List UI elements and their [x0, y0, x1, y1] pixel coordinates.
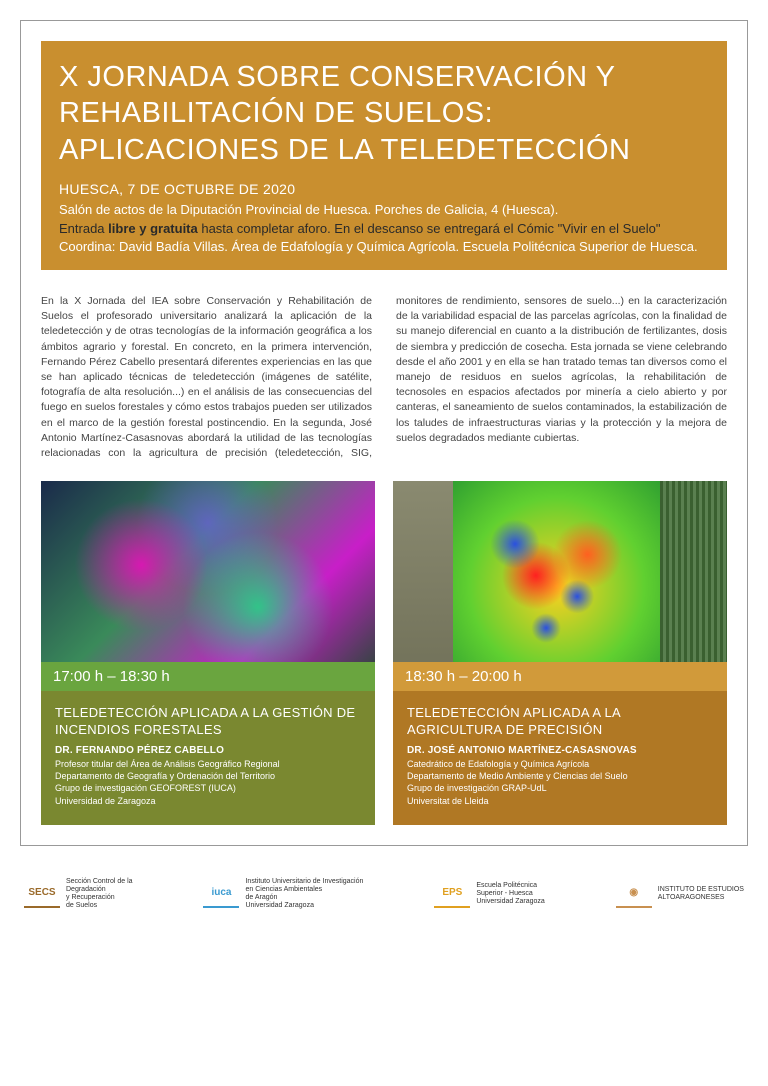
session-2-speaker: DR. JOSÉ ANTONIO MARTÍNEZ-CASASNOVAS [407, 745, 713, 756]
entry-pre: Entrada [59, 221, 108, 236]
poster-page: X JORNADA SOBRE CONSERVACIÓN Y REHABILIT… [20, 20, 748, 846]
session-2-details: Catedrático de Edafología y Química Agrí… [407, 758, 713, 807]
subtitle-block: HUESCA, 7 DE OCTUBRE DE 2020 Salón de ac… [59, 180, 709, 256]
logo-eps-text: Escuela PolitécnicaSuperior - HuescaUniv… [476, 882, 544, 906]
logo-iuca-text: Instituto Universitario de Investigación… [245, 878, 363, 910]
logos-row: SECS Sección Control de laDegradacióny R… [0, 866, 768, 926]
header-block: X JORNADA SOBRE CONSERVACIÓN Y REHABILIT… [41, 41, 727, 270]
logo-secs-mark: SECS [24, 880, 60, 908]
session-2-timebar: 18:30 h – 20:00 h [393, 662, 727, 691]
logo-iea-text: INSTITUTO DE ESTUDIOSALTOARAGONESES [658, 886, 744, 902]
logo-iea-mark: ◉ [616, 880, 652, 908]
session-1-details: Profesor titular del Área de Análisis Ge… [55, 758, 361, 807]
coord-line: Coordina: David Badía Villas. Área de Ed… [59, 239, 698, 254]
session-1-image: 17:00 h – 18:30 h [41, 481, 375, 691]
session-2-info: TELEDETECCIÓN APLICADA A LA AGRICULTURA … [393, 691, 727, 824]
logo-eps-mark: EPS [434, 880, 470, 908]
session-1-speaker: DR. FERNANDO PÉREZ CABELLO [55, 745, 361, 756]
body-text: En la X Jornada del IEA sobre Conservaci… [41, 294, 727, 461]
session-1-timebar: 17:00 h – 18:30 h [41, 662, 375, 691]
session-2-title: TELEDETECCIÓN APLICADA A LA AGRICULTURA … [407, 705, 713, 739]
logo-iea: ◉ INSTITUTO DE ESTUDIOSALTOARAGONESES [616, 880, 744, 908]
logo-iuca: iuca Instituto Universitario de Investig… [203, 878, 363, 910]
logo-secs: SECS Sección Control de laDegradacióny R… [24, 878, 133, 910]
logo-eps: EPS Escuela PolitécnicaSuperior - Huesca… [434, 880, 544, 908]
entry-post: hasta completar aforo. En el descanso se… [198, 221, 661, 236]
session-1-title: TELEDETECCIÓN APLICADA A LA GESTIÓN DE I… [55, 705, 361, 739]
logo-iuca-mark: iuca [203, 880, 239, 908]
sessions-row: 17:00 h – 18:30 h TELEDETECCIÓN APLICADA… [41, 481, 727, 824]
logo-secs-text: Sección Control de laDegradacióny Recupe… [66, 878, 133, 910]
venue-line: Salón de actos de la Diputación Provinci… [59, 202, 558, 217]
session-1: 17:00 h – 18:30 h TELEDETECCIÓN APLICADA… [41, 481, 375, 824]
main-title: X JORNADA SOBRE CONSERVACIÓN Y REHABILIT… [59, 59, 709, 168]
entry-emph: libre y gratuita [108, 221, 198, 236]
date-line: HUESCA, 7 DE OCTUBRE DE 2020 [59, 180, 709, 200]
session-1-info: TELEDETECCIÓN APLICADA A LA GESTIÓN DE I… [41, 691, 375, 824]
session-2: 18:30 h – 20:00 h TELEDETECCIÓN APLICADA… [393, 481, 727, 824]
session-2-image: 18:30 h – 20:00 h [393, 481, 727, 691]
